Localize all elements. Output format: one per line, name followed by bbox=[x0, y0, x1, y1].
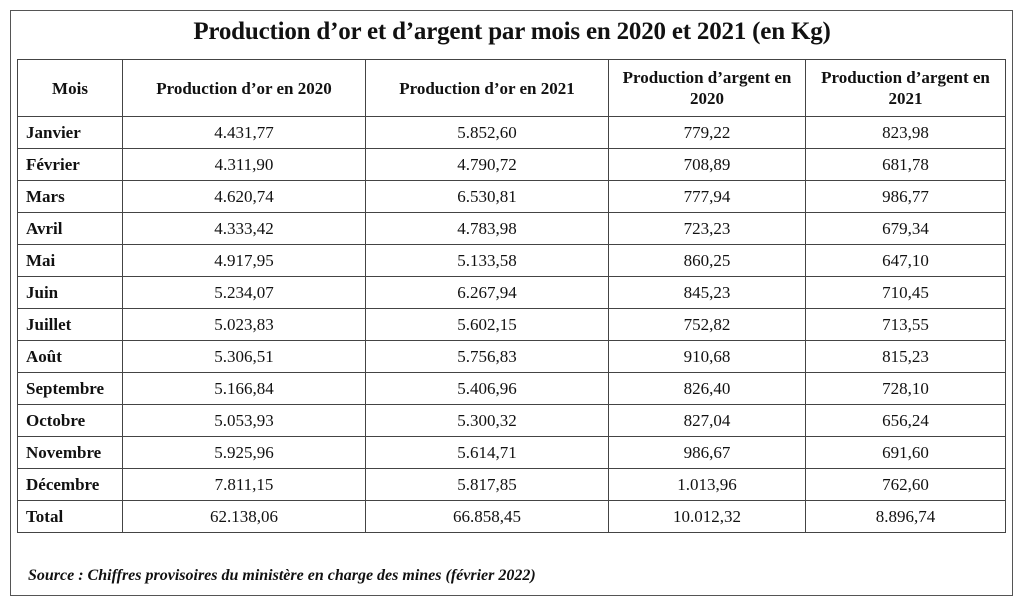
source-note: Source : Chiffres provisoires du ministè… bbox=[28, 567, 536, 584]
table-cell: 4.790,72 bbox=[365, 148, 609, 181]
table-cell: 5.300,32 bbox=[365, 404, 609, 437]
table-cell: 681,78 bbox=[805, 148, 1006, 181]
header-or-2021: Production d’or en 2021 bbox=[365, 59, 609, 117]
row-label: Septembre bbox=[17, 372, 123, 405]
table-cell: 910,68 bbox=[608, 340, 806, 373]
table-row: Avril 4.333,42 4.783,98 723,23 679,34 bbox=[17, 212, 1006, 245]
table-cell: 5.133,58 bbox=[365, 244, 609, 277]
table-cell: 728,10 bbox=[805, 372, 1006, 405]
table-cell: 815,23 bbox=[805, 340, 1006, 373]
table-cell: 5.023,83 bbox=[122, 308, 366, 341]
table-cell: 777,94 bbox=[608, 180, 806, 213]
document-frame bbox=[10, 10, 1013, 596]
table-cell: 10.012,32 bbox=[608, 500, 806, 533]
table-cell: 1.013,96 bbox=[608, 468, 806, 501]
table-cell: 5.852,60 bbox=[365, 116, 609, 149]
table-cell: 779,22 bbox=[608, 116, 806, 149]
table-row: Février 4.311,90 4.790,72 708,89 681,78 bbox=[17, 148, 1006, 181]
table-cell: 4.333,42 bbox=[122, 212, 366, 245]
table-row: Janvier 4.431,77 5.852,60 779,22 823,98 bbox=[17, 116, 1006, 149]
table-cell: 827,04 bbox=[608, 404, 806, 437]
table-row: Août 5.306,51 5.756,83 910,68 815,23 bbox=[17, 340, 1006, 373]
table-cell: 6.530,81 bbox=[365, 180, 609, 213]
table-cell: 986,77 bbox=[805, 180, 1006, 213]
table-row: Septembre 5.166,84 5.406,96 826,40 728,10 bbox=[17, 372, 1006, 405]
header-or-2020: Production d’or en 2020 bbox=[122, 59, 366, 117]
row-label: Décembre bbox=[17, 468, 123, 501]
table-row: Juin 5.234,07 6.267,94 845,23 710,45 bbox=[17, 276, 1006, 309]
table-cell: 8.896,74 bbox=[805, 500, 1006, 533]
table-cell: 5.756,83 bbox=[365, 340, 609, 373]
table-cell: 679,34 bbox=[805, 212, 1006, 245]
table-cell: 691,60 bbox=[805, 436, 1006, 469]
table-cell: 5.602,15 bbox=[365, 308, 609, 341]
table-row: Juillet 5.023,83 5.602,15 752,82 713,55 bbox=[17, 308, 1006, 341]
row-label: Juillet bbox=[17, 308, 123, 341]
table-row: Total 62.138,06 66.858,45 10.012,32 8.896,74 bbox=[17, 500, 1006, 533]
table-cell: 5.053,93 bbox=[122, 404, 366, 437]
table-row: Novembre 5.925,96 5.614,71 986,67 691,60 bbox=[17, 436, 1006, 469]
header-row: Mois Production d’or en 2020 Production … bbox=[17, 59, 1006, 117]
table-row: Octobre 5.053,93 5.300,32 827,04 656,24 bbox=[17, 404, 1006, 437]
row-label: Novembre bbox=[17, 436, 123, 469]
table-cell: 66.858,45 bbox=[365, 500, 609, 533]
table-title: Production d’or et d’argent par mois en … bbox=[193, 18, 831, 45]
row-label: Juin bbox=[17, 276, 123, 309]
row-label: Janvier bbox=[17, 116, 123, 149]
table-cell: 5.925,96 bbox=[122, 436, 366, 469]
table-cell: 5.166,84 bbox=[122, 372, 366, 405]
table-cell: 6.267,94 bbox=[365, 276, 609, 309]
table-cell: 5.817,85 bbox=[365, 468, 609, 501]
row-label: Mars bbox=[17, 180, 123, 213]
production-table: Mois Production d’or en 2020 Production … bbox=[17, 59, 1006, 533]
table-cell: 710,45 bbox=[805, 276, 1006, 309]
table-cell: 723,23 bbox=[608, 212, 806, 245]
header-mois: Mois bbox=[17, 59, 123, 117]
table-cell: 826,40 bbox=[608, 372, 806, 405]
table-cell: 986,67 bbox=[608, 436, 806, 469]
table-cell: 713,55 bbox=[805, 308, 1006, 341]
table-cell: 4.431,77 bbox=[122, 116, 366, 149]
table-cell: 7.811,15 bbox=[122, 468, 366, 501]
table-row: Décembre 7.811,15 5.817,85 1.013,96 762,60 bbox=[17, 468, 1006, 501]
table-cell: 62.138,06 bbox=[122, 500, 366, 533]
row-label: Octobre bbox=[17, 404, 123, 437]
table-cell: 5.406,96 bbox=[365, 372, 609, 405]
row-label: Total bbox=[17, 500, 123, 533]
row-label: Mai bbox=[17, 244, 123, 277]
table-cell: 823,98 bbox=[805, 116, 1006, 149]
table-row: Mars 4.620,74 6.530,81 777,94 986,77 bbox=[17, 180, 1006, 213]
table-cell: 708,89 bbox=[608, 148, 806, 181]
table-cell: 656,24 bbox=[805, 404, 1006, 437]
table-cell: 5.614,71 bbox=[365, 436, 609, 469]
table-cell: 4.311,90 bbox=[122, 148, 366, 181]
table-cell: 845,23 bbox=[608, 276, 806, 309]
table-cell: 752,82 bbox=[608, 308, 806, 341]
header-argent-2021: Production d’argent en 2021 bbox=[805, 59, 1006, 117]
row-label: Août bbox=[17, 340, 123, 373]
table-cell: 5.234,07 bbox=[122, 276, 366, 309]
header-argent-2020: Production d’argent en 2020 bbox=[608, 59, 806, 117]
table-row: Mai 4.917,95 5.133,58 860,25 647,10 bbox=[17, 244, 1006, 277]
row-label: Février bbox=[17, 148, 123, 181]
table-cell: 4.620,74 bbox=[122, 180, 366, 213]
table-cell: 647,10 bbox=[805, 244, 1006, 277]
table-cell: 860,25 bbox=[608, 244, 806, 277]
table-cell: 5.306,51 bbox=[122, 340, 366, 373]
row-label: Avril bbox=[17, 212, 123, 245]
table-cell: 4.917,95 bbox=[122, 244, 366, 277]
table-cell: 762,60 bbox=[805, 468, 1006, 501]
table-cell: 4.783,98 bbox=[365, 212, 609, 245]
